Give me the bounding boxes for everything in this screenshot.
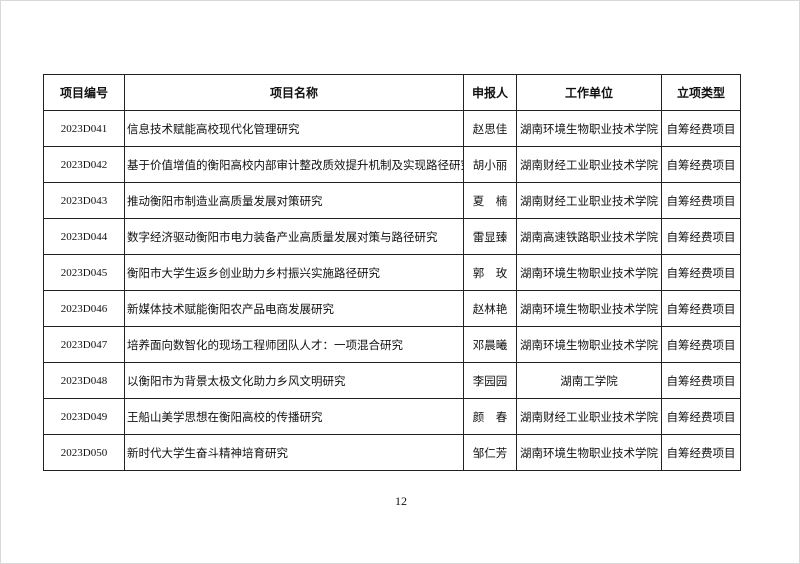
table-row: 2023D046 新媒体技术赋能衡阳农产品电商发展研究 赵林艳 湖南环境生物职业技术学… — [43, 290, 741, 327]
cell-project-name: 数字经济驱动衡阳市电力装备产业高质量发展对策与路径研究 — [124, 218, 464, 255]
cell-project-code: 2023D049 — [43, 398, 125, 435]
cell-work-unit: 湖南财经工业职业技术学院 — [516, 146, 662, 183]
table-row: 2023D043 推动衡阳市制造业高质量发展对策研究夏 楠湖南财经工业职业技术学院… — [43, 182, 741, 219]
cell-project-code: 2023D047 — [43, 326, 125, 363]
cell-work-unit: 湖南环境生物职业技术学院 — [516, 110, 662, 147]
header-project-code: 项目编号 — [43, 74, 125, 111]
cell-work-unit: 湖南环境生物职业技术学院 — [516, 326, 662, 363]
cell-project-code: 2023D041 — [43, 110, 125, 147]
header-work-unit: 工作单位 — [516, 74, 662, 111]
cell-project-code: 2023D050 — [43, 434, 125, 471]
cell-work-unit: 湖南高速铁路职业技术学院 — [516, 218, 662, 255]
cell-project-type: 自筹经费项目 — [661, 434, 741, 471]
cell-project-type: 自筹经费项目 — [661, 110, 741, 147]
header-applicant: 申报人 — [463, 74, 517, 111]
cell-applicant: 李园园 — [463, 362, 517, 399]
cell-project-name: 基于价值增值的衡阳高校内部审计整改质效提升机制及实现路径研究 — [124, 146, 464, 183]
cell-project-type: 自筹经费项目 — [661, 218, 741, 255]
cell-project-type: 自筹经费项目 — [661, 182, 741, 219]
header-project-name: 项目名称 — [124, 74, 464, 111]
table-header-row: 项目编号 项目名称 申报人 工作单位 立项类型 — [43, 74, 741, 111]
cell-project-name: 培养面向数智化的现场工程师团队人才：一项混合研究 — [124, 326, 464, 363]
header-project-type: 立项类型 — [661, 74, 741, 111]
table-row: 2023D050 新时代大学生奋斗精神培育研究 邹仁芳 湖南环境生物职业技术学院 自筹经… — [43, 434, 741, 471]
cell-project-type: 自筹经费项目 — [661, 398, 741, 435]
table-row: 2023D048 以衡阳市为背景太极文化助力乡风文明研究 李园园 湖南工学院 自筹经费项… — [43, 362, 741, 399]
cell-project-type: 自筹经费项目 — [661, 290, 741, 327]
cell-work-unit: 湖南环境生物职业技术学院 — [516, 434, 662, 471]
cell-project-name: 新媒体技术赋能衡阳农产品电商发展研究 — [124, 290, 464, 327]
cell-work-unit: 湖南环境生物职业技术学院 — [516, 290, 662, 327]
cell-project-code: 2023D045 — [43, 254, 125, 291]
cell-applicant: 赵思佳 — [463, 110, 517, 147]
cell-applicant: 邓晨曦 — [463, 326, 517, 363]
project-table: 项目编号 项目名称 申报人 工作单位 立项类型 2023D041 信息技术赋能高校… — [43, 74, 741, 471]
table-row: 2023D045 衡阳市大学生返乡创业助力乡村振兴实施路径研究郭 玫湖南环境生物职… — [43, 254, 741, 291]
cell-work-unit: 湖南环境生物职业技术学院 — [516, 254, 662, 291]
cell-project-code: 2023D044 — [43, 218, 125, 255]
cell-project-code: 2023D046 — [43, 290, 125, 327]
cell-project-name: 信息技术赋能高校现代化管理研究 — [124, 110, 464, 147]
cell-project-type: 自筹经费项目 — [661, 146, 741, 183]
cell-project-code: 2023D042 — [43, 146, 125, 183]
cell-project-type: 自筹经费项目 — [661, 326, 741, 363]
cell-applicant: 颜 春 — [463, 398, 517, 435]
cell-project-name: 新时代大学生奋斗精神培育研究 — [124, 434, 464, 471]
cell-project-type: 自筹经费项目 — [661, 254, 741, 291]
cell-project-name: 以衡阳市为背景太极文化助力乡风文明研究 — [124, 362, 464, 399]
cell-applicant: 雷显臻 — [463, 218, 517, 255]
page-number: 12 — [395, 494, 407, 508]
cell-project-code: 2023D048 — [43, 362, 125, 399]
cell-project-code: 2023D043 — [43, 182, 125, 219]
cell-applicant: 邹仁芳 — [463, 434, 517, 471]
cell-project-name: 推动衡阳市制造业高质量发展对策研究 — [124, 182, 464, 219]
cell-work-unit: 湖南财经工业职业技术学院 — [516, 182, 662, 219]
cell-applicant: 郭 玫 — [463, 254, 517, 291]
cell-project-name: 王船山美学思想在衡阳高校的传播研究 — [124, 398, 464, 435]
cell-work-unit: 湖南财经工业职业技术学院 — [516, 398, 662, 435]
cell-project-name: 衡阳市大学生返乡创业助力乡村振兴实施路径研究 — [124, 254, 464, 291]
cell-applicant: 赵林艳 — [463, 290, 517, 327]
table-row: 2023D047 培养面向数智化的现场工程师团队人才：一项混合研究 邓晨曦 湖南环境生… — [43, 326, 741, 363]
table-row: 2023D049 王船山美学思想在衡阳高校的传播研究颜 春湖南财经工业职业技术学院… — [43, 398, 741, 435]
cell-work-unit: 湖南工学院 — [516, 362, 662, 399]
cell-project-type: 自筹经费项目 — [661, 362, 741, 399]
cell-applicant: 胡小丽 — [463, 146, 517, 183]
cell-applicant: 夏 楠 — [463, 182, 517, 219]
table-row: 2023D042 基于价值增值的衡阳高校内部审计整改质效提升机制及实现路径研究 胡小… — [43, 146, 741, 183]
table-row: 2023D044 数字经济驱动衡阳市电力装备产业高质量发展对策与路径研究 雷显臻 湖南… — [43, 218, 741, 255]
table-row: 2023D041 信息技术赋能高校现代化管理研究 赵思佳 湖南环境生物职业技术学院 自筹… — [43, 110, 741, 147]
